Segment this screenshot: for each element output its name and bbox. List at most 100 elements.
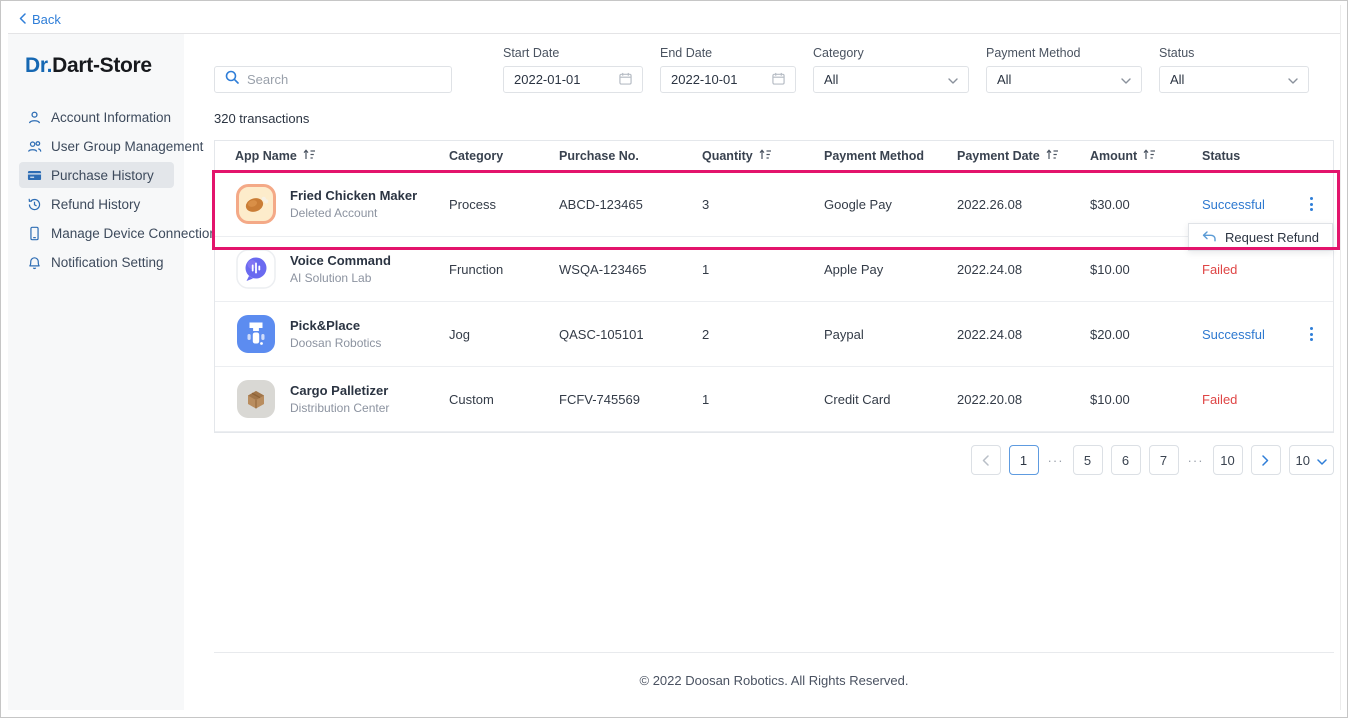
end-date-input[interactable]: 2022-10-01 <box>660 66 796 93</box>
pagination-page-7[interactable]: 7 <box>1148 445 1179 475</box>
credit-card-icon <box>26 167 42 183</box>
search-box[interactable] <box>214 66 452 93</box>
status-badge: Failed <box>1202 391 1238 407</box>
sidebar-item-user-group-management[interactable]: User Group Management <box>19 133 203 159</box>
header-quantity[interactable]: Quantity <box>702 149 824 163</box>
sidebar-item-label: Purchase History <box>51 167 154 183</box>
footer: © 2022 Doosan Robotics. All Rights Reser… <box>214 652 1334 710</box>
app-name: Voice Command <box>290 253 391 269</box>
page-size-value: 10 <box>1295 452 1310 468</box>
sort-icon[interactable] <box>1046 149 1059 163</box>
sort-icon[interactable] <box>303 149 316 163</box>
table-row[interactable]: Cargo Palletizer Distribution Center Cus… <box>215 367 1333 432</box>
row-menu-button[interactable] <box>1302 195 1320 213</box>
header-payment-date[interactable]: Payment Date <box>957 149 1090 163</box>
purchase-table: App Name Category Purchase No. Quantity <box>212 140 1340 433</box>
pick-place-icon <box>235 313 277 355</box>
start-date-label: Start Date <box>503 46 560 60</box>
header-amount[interactable]: Amount <box>1090 149 1202 163</box>
back-button[interactable]: Back <box>19 12 61 27</box>
sort-icon[interactable] <box>759 149 772 163</box>
status-label: Status <box>1159 46 1195 60</box>
header-label: Payment Method <box>824 149 925 163</box>
cell-amount: $30.00 <box>1090 196 1130 212</box>
row-menu-button[interactable] <box>1302 325 1320 343</box>
category-select[interactable]: All <box>813 66 969 93</box>
app-publisher: Deleted Account <box>290 205 378 220</box>
cell-payment-date: 2022.20.08 <box>957 391 1023 407</box>
calendar-icon <box>619 72 632 88</box>
sidebar-item-purchase-history[interactable]: Purchase History <box>19 162 174 188</box>
sidebar-item-account-information[interactable]: Account Information <box>19 104 174 130</box>
cell-purchase-no: WSQA-123465 <box>559 261 647 277</box>
end-date-filter: End Date 2022-10-01 <box>660 46 796 93</box>
header-purchase-no: Purchase No. <box>559 149 702 163</box>
search-icon <box>225 70 239 89</box>
cell-amount: $10.00 <box>1090 391 1130 407</box>
table-row[interactable]: Pick&Place Doosan Robotics Jog QASC-1051… <box>215 302 1333 367</box>
sidebar-item-label: Manage Device Connection <box>51 225 217 241</box>
main-content: Start Date 2022-01-01 End Date 2022-10-0… <box>184 34 1340 710</box>
header-label: Purchase No. <box>559 149 639 163</box>
pagination: 1 ··· 5 6 7 ··· 10 10 <box>214 445 1334 475</box>
start-date-input[interactable]: 2022-01-01 <box>503 66 643 93</box>
header-label: Category <box>449 149 504 163</box>
sidebar-item-notification-setting[interactable]: Notification Setting <box>19 249 174 275</box>
sidebar-item-label: Account Information <box>51 109 172 125</box>
cell-quantity: 1 <box>702 261 710 277</box>
status-filter: Status All <box>1159 46 1309 93</box>
sidebar: Dr.Dart-Store Account Information User G… <box>8 34 217 710</box>
start-date-filter: Start Date 2022-01-01 <box>503 46 643 93</box>
pagination-page-1[interactable]: 1 <box>1008 445 1039 475</box>
sidebar-item-manage-device-connection[interactable]: Manage Device Connection <box>19 220 217 246</box>
bell-icon <box>26 254 42 270</box>
fried-chicken-icon <box>235 183 277 225</box>
header-app-name[interactable]: App Name <box>215 149 449 163</box>
status-select[interactable]: All <box>1159 66 1309 93</box>
status-value: All <box>1170 72 1185 87</box>
header-category: Category <box>449 149 559 163</box>
pagination-next-button[interactable] <box>1250 445 1281 475</box>
cell-purchase-no: FCFV-745569 <box>559 391 640 407</box>
payment-method-select[interactable]: All <box>986 66 1142 93</box>
history-clock-icon <box>26 196 42 212</box>
cell-payment-date: 2022.26.08 <box>957 196 1023 212</box>
request-refund-menu-item[interactable]: Request Refund <box>1188 223 1333 251</box>
table-row[interactable]: Voice Command AI Solution Lab Frunction … <box>215 237 1333 302</box>
sidebar-item-label: Refund History <box>51 196 141 212</box>
app-publisher: AI Solution Lab <box>290 270 372 285</box>
header-payment-method: Payment Method <box>824 149 957 163</box>
back-chevron-icon <box>19 12 26 27</box>
cell-category: Custom <box>449 391 494 407</box>
cell-category: Jog <box>449 326 470 342</box>
sort-icon[interactable] <box>1143 149 1156 163</box>
chevron-down-icon <box>1317 453 1327 468</box>
status-badge: Successful <box>1202 196 1265 212</box>
chevron-down-icon <box>1121 72 1131 87</box>
header-label: Amount <box>1090 149 1138 163</box>
status-badge: Successful <box>1202 326 1265 342</box>
sidebar-item-refund-history[interactable]: Refund History <box>19 191 174 217</box>
cell-category: Process <box>449 196 496 212</box>
cell-payment-method: Credit Card <box>824 391 891 407</box>
search-input[interactable] <box>247 72 441 87</box>
pagination-page-6[interactable]: 6 <box>1110 445 1141 475</box>
table-row[interactable]: Fried Chicken Maker Deleted Account Proc… <box>215 172 1333 237</box>
cell-purchase-no: ABCD-123465 <box>559 196 643 212</box>
app-logo: Dr.Dart-Store <box>19 54 174 78</box>
cell-payment-method: Google Pay <box>824 196 892 212</box>
page-size-select[interactable]: 10 <box>1288 445 1334 475</box>
app-name: Fried Chicken Maker <box>290 188 418 204</box>
sidebar-nav: Account Information User Group Managemen… <box>19 104 217 275</box>
cell-amount: $10.00 <box>1090 261 1130 277</box>
cell-quantity: 3 <box>702 196 710 212</box>
payment-method-label: Payment Method <box>986 46 1081 60</box>
pagination-page-5[interactable]: 5 <box>1072 445 1103 475</box>
start-date-value: 2022-01-01 <box>514 72 581 87</box>
logo-store: -Store <box>92 54 152 77</box>
users-icon <box>26 138 42 154</box>
pagination-prev-button[interactable] <box>970 445 1001 475</box>
chevron-down-icon <box>948 72 958 87</box>
end-date-label: End Date <box>660 46 713 60</box>
pagination-page-10[interactable]: 10 <box>1212 445 1243 475</box>
